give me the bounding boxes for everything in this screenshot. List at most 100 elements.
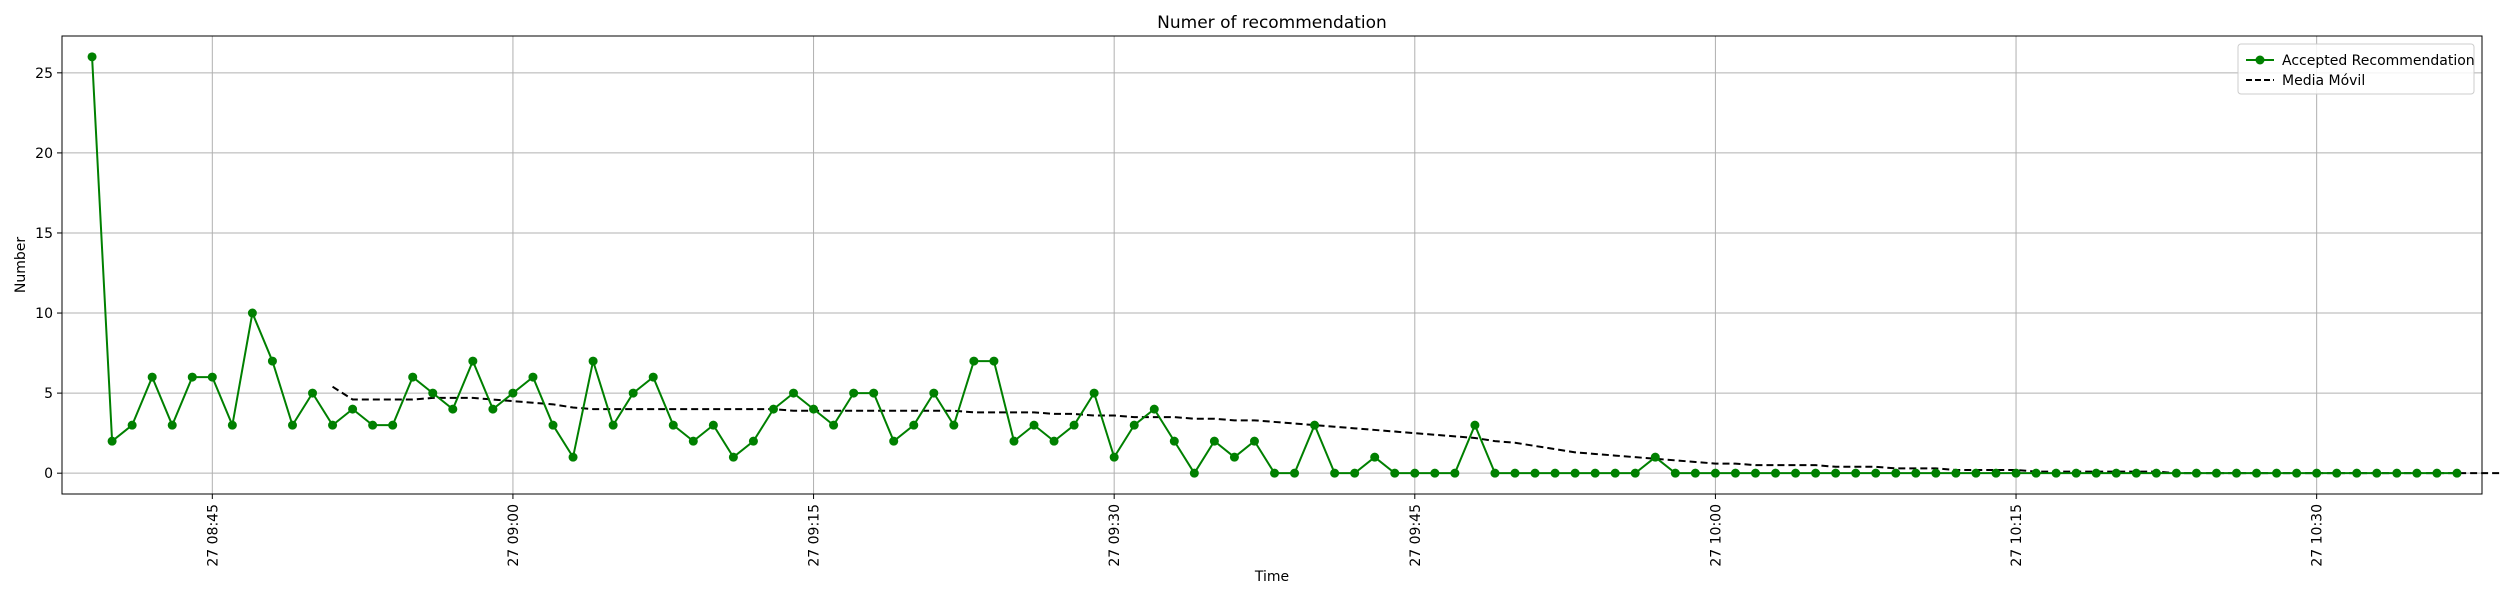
data-point-accepted-recommendation	[1049, 436, 1059, 446]
data-point-accepted-recommendation	[2372, 468, 2382, 478]
data-point-accepted-recommendation	[2031, 468, 2041, 478]
data-point-accepted-recommendation	[308, 388, 318, 398]
data-point-accepted-recommendation	[1410, 468, 1420, 478]
data-point-accepted-recommendation	[588, 356, 598, 366]
y-tick-label: 0	[44, 466, 53, 482]
data-point-accepted-recommendation	[1430, 468, 1440, 478]
data-point-accepted-recommendation	[1330, 468, 1340, 478]
data-point-accepted-recommendation	[1109, 452, 1119, 462]
data-point-accepted-recommendation	[1350, 468, 1360, 478]
y-tick-label: 10	[35, 306, 53, 322]
data-point-accepted-recommendation	[2151, 468, 2161, 478]
data-point-accepted-recommendation	[929, 388, 939, 398]
data-point-accepted-recommendation	[2252, 468, 2262, 478]
data-point-accepted-recommendation	[408, 372, 418, 382]
data-point-accepted-recommendation	[1871, 468, 1881, 478]
data-point-accepted-recommendation	[187, 372, 197, 382]
data-point-accepted-recommendation	[528, 372, 538, 382]
data-point-accepted-recommendation	[2051, 468, 2061, 478]
data-point-accepted-recommendation	[147, 372, 157, 382]
x-tick-label: 27 09:00	[506, 504, 522, 567]
axes: 0 5 10 15 20 25 27 08:45 27 09:00 27 09:15 27 09:…	[35, 66, 2325, 567]
data-point-accepted-recommendation	[1991, 468, 2001, 478]
data-point-accepted-recommendation	[789, 388, 799, 398]
data-point-accepted-recommendation	[207, 372, 217, 382]
x-tick-label: 27 09:45	[1408, 504, 1424, 567]
data-point-accepted-recommendation	[1771, 468, 1781, 478]
data-point-accepted-recommendation	[2211, 468, 2221, 478]
data-point-accepted-recommendation	[989, 356, 999, 366]
data-point-accepted-recommendation	[508, 388, 518, 398]
data-point-accepted-recommendation	[1209, 436, 1219, 446]
data-point-accepted-recommendation	[949, 420, 959, 430]
legend-label-media-movil: Media Móvil	[2282, 73, 2365, 89]
data-point-accepted-recommendation	[1791, 468, 1801, 478]
data-point-accepted-recommendation	[328, 420, 338, 430]
x-tick-label: 27 09:30	[1107, 504, 1123, 567]
data-point-accepted-recommendation	[1630, 468, 1640, 478]
data-point-accepted-recommendation	[2292, 468, 2302, 478]
data-point-accepted-recommendation	[428, 388, 438, 398]
data-point-accepted-recommendation	[1971, 468, 1981, 478]
data-point-accepted-recommendation	[909, 420, 919, 430]
data-point-accepted-recommendation	[1730, 468, 1740, 478]
data-point-accepted-recommendation	[1530, 468, 1540, 478]
data-point-accepted-recommendation	[1510, 468, 1520, 478]
data-point-accepted-recommendation	[1490, 468, 1500, 478]
data-point-accepted-recommendation	[2392, 468, 2402, 478]
data-point-accepted-recommendation	[488, 404, 498, 414]
series-layer	[87, 52, 2500, 478]
x-tick-label: 27 10:00	[1708, 504, 1724, 567]
data-point-accepted-recommendation	[287, 420, 297, 430]
data-point-accepted-recommendation	[1851, 468, 1861, 478]
data-point-accepted-recommendation	[1189, 468, 1199, 478]
y-tick-label: 20	[35, 146, 53, 162]
data-point-accepted-recommendation	[1931, 468, 1941, 478]
data-point-accepted-recommendation	[1370, 452, 1380, 462]
legend-box	[2237, 43, 2475, 95]
data-point-accepted-recommendation	[768, 404, 778, 414]
data-point-accepted-recommendation	[628, 388, 638, 398]
x-tick-label: 27 10:30	[2310, 504, 2326, 567]
data-point-accepted-recommendation	[247, 308, 257, 318]
data-point-accepted-recommendation	[2332, 468, 2342, 478]
data-point-accepted-recommendation	[2272, 468, 2282, 478]
data-point-accepted-recommendation	[1710, 468, 1720, 478]
x-axis-label: Time	[1254, 569, 1289, 585]
data-point-accepted-recommendation	[1129, 420, 1139, 430]
data-point-accepted-recommendation	[2312, 468, 2322, 478]
data-point-accepted-recommendation	[568, 452, 578, 462]
data-point-accepted-recommendation	[728, 452, 738, 462]
x-tick-label: 27 08:45	[205, 504, 221, 567]
data-point-accepted-recommendation	[227, 420, 237, 430]
data-point-accepted-recommendation	[1270, 468, 1280, 478]
data-point-accepted-recommendation	[468, 356, 478, 366]
data-point-accepted-recommendation	[1751, 468, 1760, 478]
data-point-accepted-recommendation	[368, 420, 378, 430]
legend-marker-accepted-recommendation	[2255, 55, 2265, 65]
legend: Accepted Recommendation Media Móvil	[2237, 43, 2475, 95]
data-point-accepted-recommendation	[2432, 468, 2442, 478]
y-axis-label: Number	[13, 237, 29, 293]
data-point-accepted-recommendation	[1610, 468, 1620, 478]
data-point-accepted-recommendation	[2191, 468, 2201, 478]
data-point-accepted-recommendation	[688, 436, 698, 446]
legend-label-accepted-recommendation: Accepted Recommendation	[2282, 53, 2475, 69]
data-point-accepted-recommendation	[2352, 468, 2362, 478]
data-point-accepted-recommendation	[668, 420, 678, 430]
data-point-accepted-recommendation	[448, 404, 458, 414]
data-point-accepted-recommendation	[809, 404, 819, 414]
data-point-accepted-recommendation	[1009, 436, 1019, 446]
data-point-accepted-recommendation	[87, 52, 97, 62]
y-tick-label: 25	[35, 66, 53, 82]
data-point-accepted-recommendation	[648, 372, 658, 382]
data-point-accepted-recommendation	[348, 404, 358, 414]
data-point-accepted-recommendation	[1811, 468, 1821, 478]
data-point-accepted-recommendation	[1831, 468, 1841, 478]
data-point-accepted-recommendation	[829, 420, 839, 430]
data-point-accepted-recommendation	[1310, 420, 1320, 430]
data-point-accepted-recommendation	[2131, 468, 2141, 478]
